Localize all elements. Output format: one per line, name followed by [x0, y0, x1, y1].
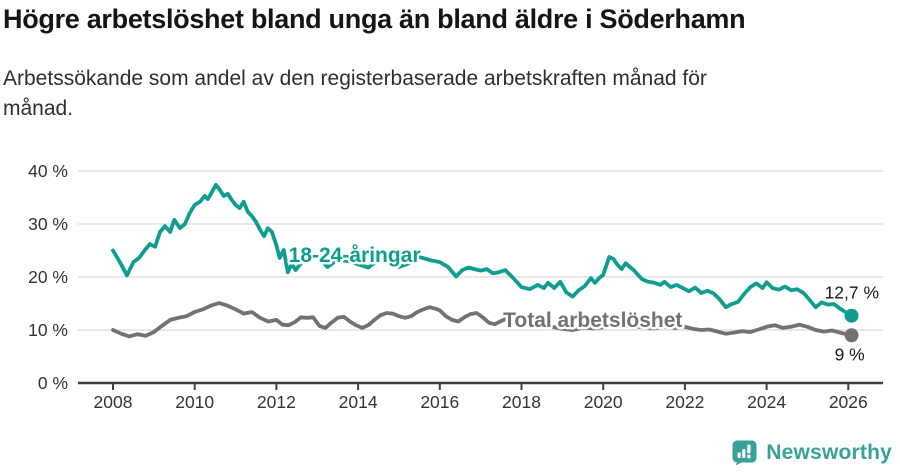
x-tick-label: 2012 [257, 392, 296, 412]
series-endpoint-dot [844, 308, 859, 323]
series-label: 18-24-åringar [289, 244, 421, 267]
y-tick-label: 40 % [28, 161, 68, 181]
x-tick-label: 2018 [502, 392, 541, 412]
series-endpoint-dot [844, 328, 859, 343]
x-tick-label: 2014 [339, 392, 378, 412]
end-value-label: 9 % [835, 344, 865, 364]
series-line-18-24-åringar [111, 182, 854, 318]
y-tick-label: 30 % [28, 214, 68, 234]
subtitle-line-2: månad. [3, 97, 74, 120]
x-tick-label: 2024 [747, 392, 786, 412]
series-label: Total arbetslöshet [503, 309, 682, 332]
x-tick-label: 2016 [420, 392, 459, 412]
x-tick-label: 2020 [584, 392, 623, 412]
newsworthy-chart-bubble-icon [732, 440, 757, 466]
x-tick-label: 2008 [94, 392, 133, 412]
page-subtitle: Arbetssökande som andel av den registerb… [3, 64, 707, 124]
brand-footer: Newsworthy [731, 439, 892, 466]
subtitle-line-1: Arbetssökande som andel av den registerb… [3, 67, 707, 90]
x-tick-label: 2022 [665, 392, 704, 412]
y-tick-label: 20 % [28, 267, 68, 287]
series-line-total-arbetslöshet [111, 301, 854, 339]
end-value-label: 12,7 % [825, 283, 879, 303]
y-tick-label: 0 % [38, 373, 68, 393]
brand-name: Newsworthy [766, 440, 892, 464]
y-tick-label: 10 % [28, 320, 68, 340]
x-tick-label: 2026 [829, 392, 868, 412]
page-title: Högre arbetslöshet bland unga än bland ä… [3, 4, 746, 34]
x-tick-label: 2010 [175, 392, 214, 412]
